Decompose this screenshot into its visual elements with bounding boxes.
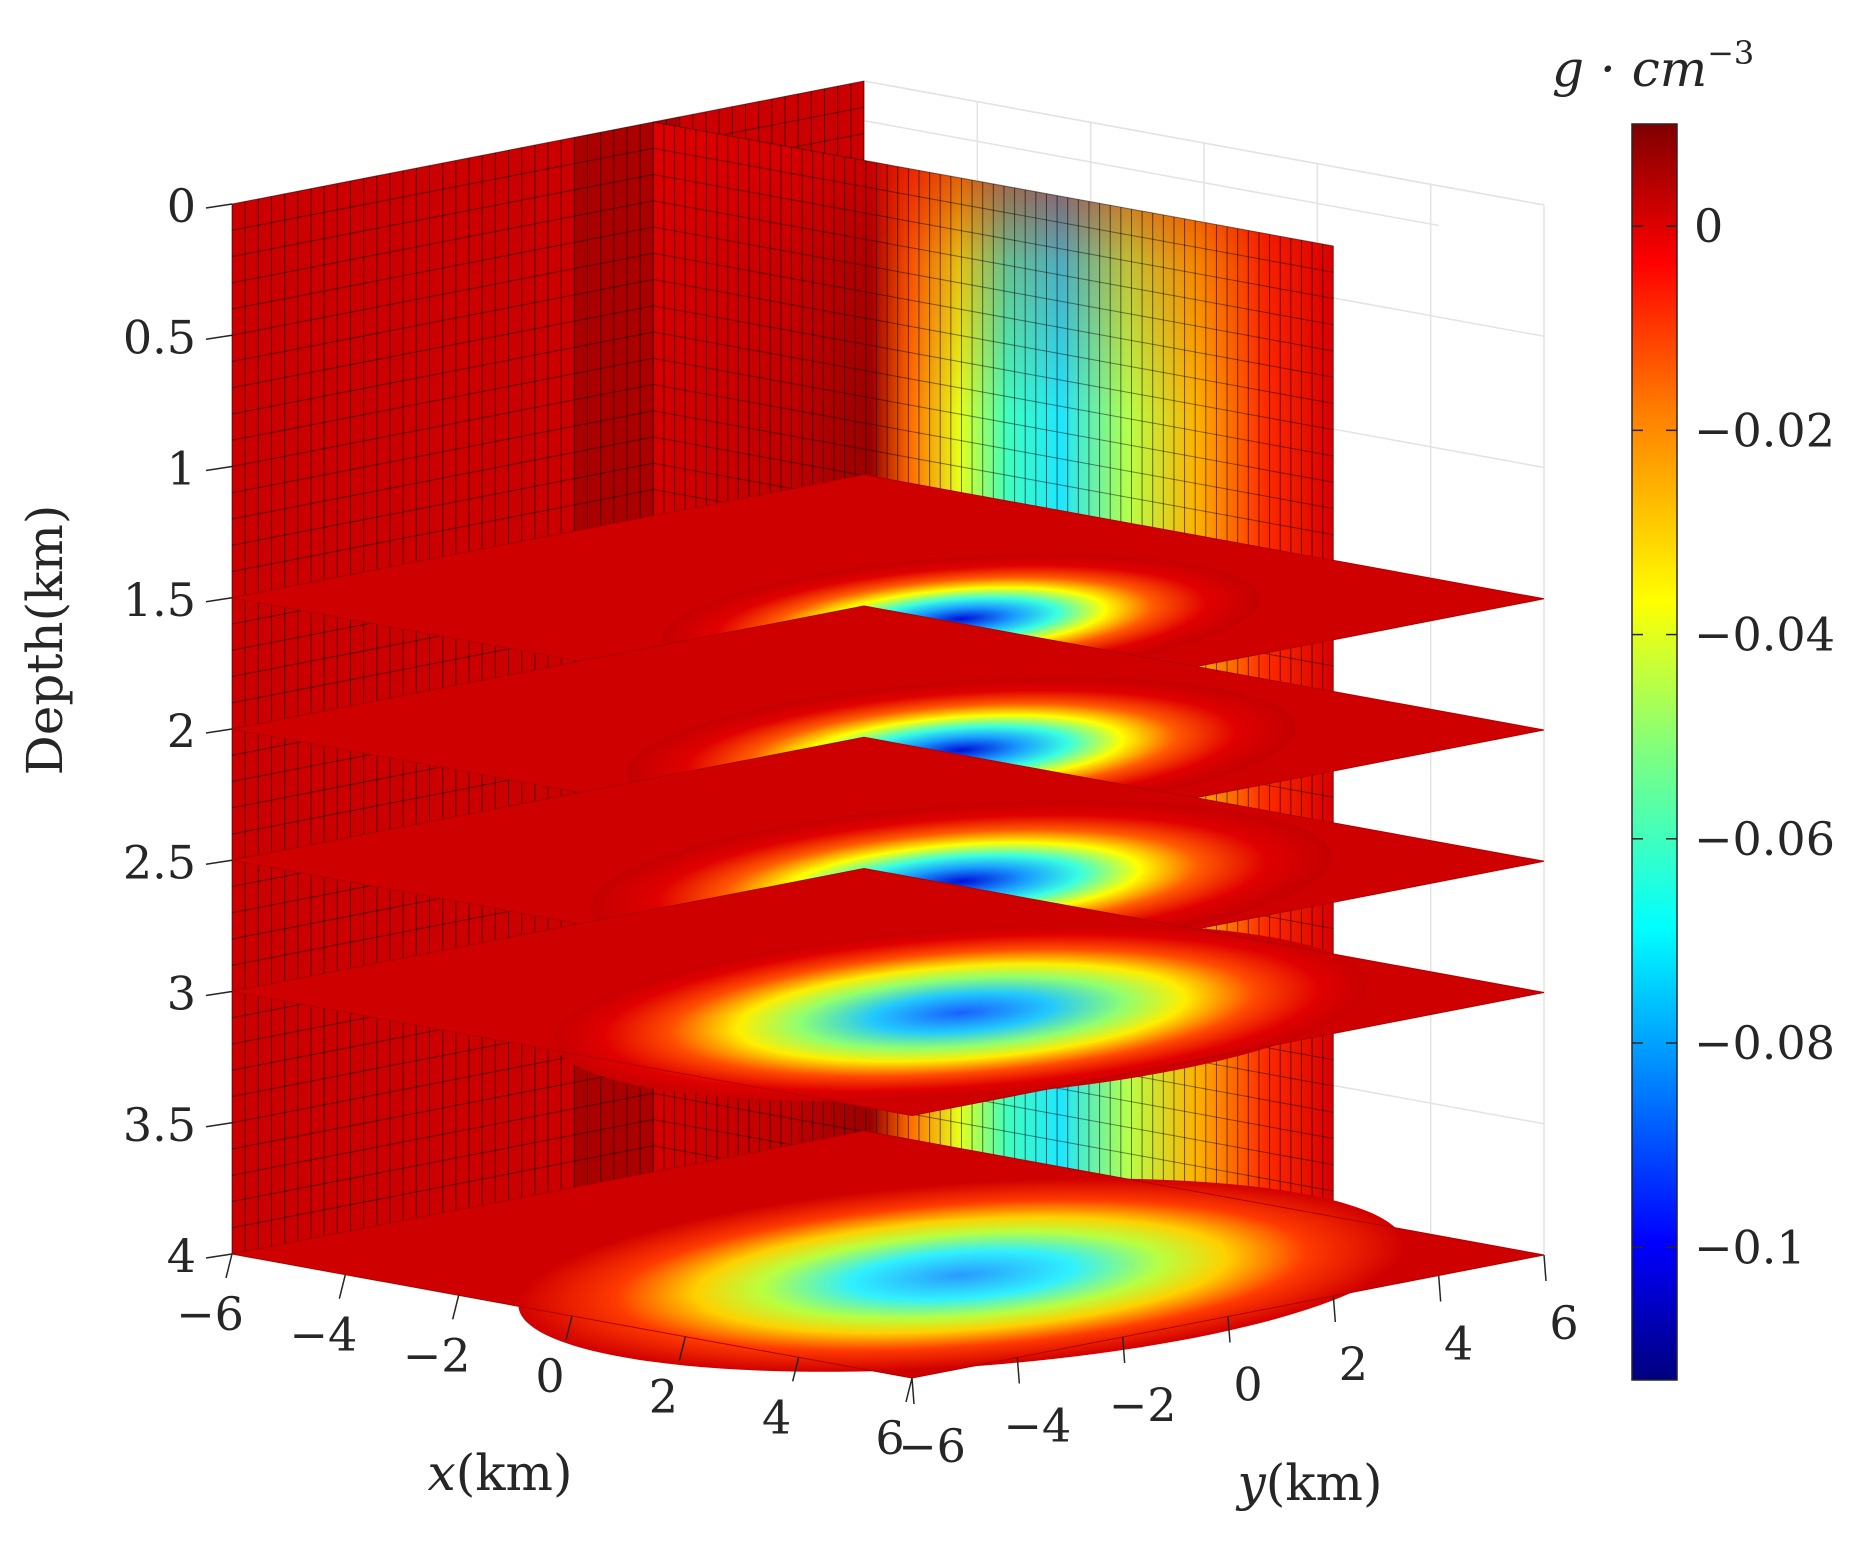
y-tick (1332, 1295, 1337, 1323)
mesh-line (653, 331, 1334, 457)
z-tick-label: 2 (167, 704, 196, 758)
y-tick (1227, 1316, 1231, 1343)
depth-axis: 0 0.5 1 1.5 2 2.5 3 3.5 4 (123, 179, 233, 1283)
z-tick (205, 990, 233, 997)
y-tick-label: −6 (898, 1419, 966, 1473)
depth-axis-title: Depth(km) (16, 505, 74, 776)
x-axis-unit: (km) (456, 1444, 573, 1502)
x-tick-label: 2 (649, 1370, 678, 1424)
z-tick-label: 0 (167, 179, 196, 233)
grid-line (863, 80, 1545, 206)
x-tick (225, 1253, 233, 1279)
depth-slice (231, 867, 1545, 1117)
x-axis: −6 −4 −2 0 2 4 6 (176, 1253, 913, 1465)
colorbar-tick-label: −0.08 (1694, 1016, 1835, 1070)
colorbar-unit-exp: −3 (1707, 34, 1754, 72)
mesh-line (653, 121, 1334, 247)
z-tick (205, 728, 233, 734)
mesh-line (653, 147, 1334, 273)
mesh-line (653, 357, 1334, 483)
y-tick-label: 0 (1233, 1358, 1262, 1412)
colorbar-tick-label: −0.1 (1694, 1220, 1806, 1274)
x-tick-label: −6 (176, 1287, 244, 1341)
z-tick-label: 3 (167, 967, 196, 1021)
z-tick (205, 465, 233, 472)
y-tick (1437, 1275, 1442, 1302)
colorbar-tick-label: −0.02 (1694, 403, 1835, 457)
y-tick (1016, 1357, 1021, 1384)
y-tick (1543, 1254, 1547, 1282)
y-tick-label: 2 (1339, 1337, 1368, 1391)
z-tick-label: 1.5 (123, 573, 196, 627)
y-tick (911, 1377, 915, 1405)
x-tick (451, 1295, 460, 1320)
x-tick-label: −2 (403, 1328, 471, 1382)
mesh-line (231, 80, 865, 205)
y-tick-label: −2 (1109, 1378, 1177, 1432)
x-tick-label: −4 (289, 1308, 357, 1362)
y-axis-variable: y (1236, 1454, 1267, 1512)
y-tick (1121, 1336, 1126, 1364)
slice-anomaly (518, 1178, 1405, 1372)
y-axis: −6 −4 −2 0 2 4 6 (898, 1254, 1579, 1473)
plot-scene (231, 80, 1545, 1379)
mesh-line (653, 384, 1334, 509)
mesh-line (653, 174, 1334, 299)
colorbar-tick-label: 0 (1694, 199, 1723, 253)
x-tick-label: 4 (762, 1390, 791, 1444)
z-tick-label: 1 (167, 442, 196, 496)
z-tick (205, 203, 233, 209)
colorbar-unit-base: g · cm (1552, 40, 1707, 98)
x-tick (678, 1336, 687, 1361)
y-tick-label: 4 (1444, 1317, 1473, 1371)
z-tick (205, 859, 233, 865)
y-tick-label: 6 (1549, 1296, 1578, 1350)
mesh-line (653, 252, 1334, 378)
z-tick (205, 597, 233, 603)
z-tick (205, 1122, 233, 1128)
z-tick-label: 0.5 (123, 310, 196, 364)
mesh-line (653, 226, 1334, 352)
colorbar-tick-label: −0.06 (1694, 812, 1835, 866)
mesh-line (653, 305, 1334, 431)
mesh-line (653, 410, 1334, 536)
z-tick-label: 4 (167, 1229, 196, 1283)
grid-line (758, 100, 1439, 227)
y-tick-label: −4 (1003, 1399, 1071, 1453)
colorbar-ticks: 0 −0.02 −0.04 −0.06 −0.08 −0.1 (1632, 199, 1835, 1274)
slice-anomaly (554, 923, 1369, 1102)
x-tick (565, 1315, 573, 1341)
colorbar: 0 −0.02 −0.04 −0.06 −0.08 −0.1 g · cm−3 (1552, 34, 1835, 1381)
x-axis-variable: x (428, 1444, 456, 1502)
z-tick-label: 2.5 (123, 835, 196, 889)
x-tick-label: 6 (875, 1411, 904, 1465)
mesh-line (231, 106, 865, 231)
colorbar-tick-label: −0.04 (1694, 608, 1835, 662)
colorbar-ramp (1631, 123, 1678, 1381)
z-tick-label: 3.5 (123, 1098, 196, 1152)
slice-edge (231, 867, 1545, 1117)
mesh-line (653, 200, 1334, 326)
colorbar-unit: g · cm−3 (1552, 34, 1754, 98)
x-tick (905, 1377, 913, 1403)
y-axis-title: y(km) (1236, 1454, 1383, 1512)
z-tick (205, 1253, 233, 1259)
mesh-line (653, 279, 1334, 404)
y-axis-unit: (km) (1266, 1454, 1383, 1512)
x-tick-label: 0 (535, 1349, 564, 1403)
x-axis-title: x(km) (428, 1444, 573, 1502)
z-tick (205, 334, 233, 340)
x-tick (791, 1357, 800, 1382)
x-tick (338, 1274, 347, 1299)
